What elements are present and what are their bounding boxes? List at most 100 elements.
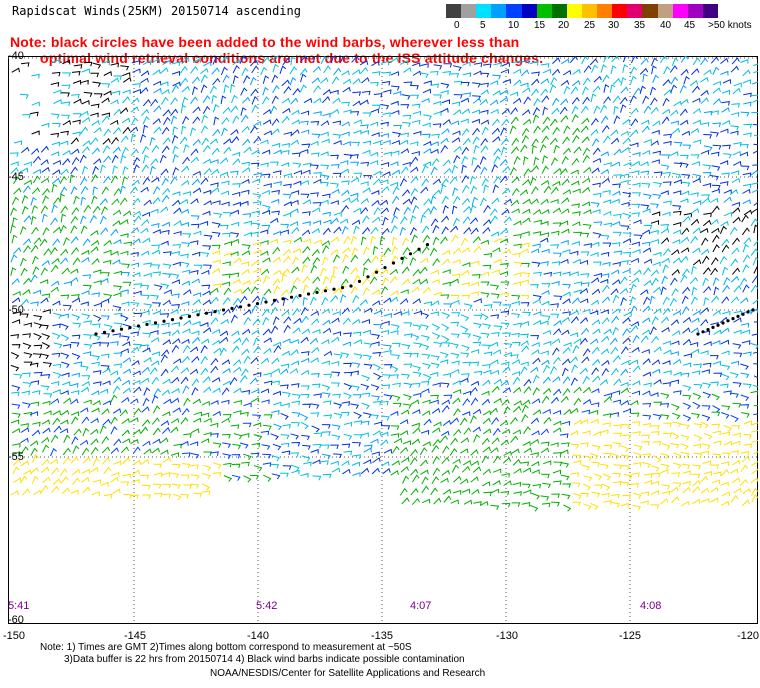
- wind-barb: [93, 126, 102, 134]
- wind-barb: [713, 286, 720, 296]
- wind-barb: [483, 253, 493, 258]
- wind-barb: [283, 86, 292, 94]
- wind-barb: [190, 198, 199, 205]
- wind-barb: [640, 57, 649, 65]
- wind-barb: [502, 187, 511, 195]
- wind-barb: [651, 57, 658, 66]
- wind-barb: [262, 316, 270, 326]
- wind-barb: [422, 161, 432, 166]
- wind-barb: [452, 380, 461, 385]
- wind-barb: [512, 482, 522, 487]
- wind-barb: [209, 422, 219, 428]
- wind-barb: [650, 239, 659, 244]
- wind-barb: [641, 441, 650, 446]
- wind-barb: [310, 357, 319, 363]
- wind-barb: [562, 136, 570, 145]
- wind-barb: [590, 299, 600, 306]
- wind-barb: [630, 107, 639, 115]
- time-label-1: 5:41: [8, 600, 30, 612]
- wind-barb: [733, 329, 742, 335]
- wind-barb: [143, 303, 153, 309]
- wind-barb: [480, 109, 489, 115]
- wind-barb: [332, 331, 342, 336]
- wind-barb: [340, 278, 349, 287]
- wind-barb: [541, 283, 551, 288]
- wind-barb: [623, 311, 632, 317]
- wind-barb: [522, 467, 532, 473]
- wind-barb: [61, 114, 70, 120]
- wind-barbs: [9, 56, 758, 512]
- wind-barb: [381, 461, 390, 467]
- wind-barb: [462, 460, 472, 466]
- wind-barb: [529, 60, 539, 66]
- wind-barb: [142, 332, 152, 338]
- wind-barb: [272, 246, 281, 255]
- wind-barb: [90, 428, 99, 435]
- wind-barb: [23, 215, 32, 223]
- wind-barb: [481, 437, 490, 446]
- wind-barb: [522, 118, 532, 125]
- wind-barb: [570, 169, 579, 175]
- wind-barb: [60, 140, 69, 146]
- wind-barb: [22, 342, 32, 350]
- wind-barb: [410, 352, 419, 358]
- wind-barb: [629, 95, 637, 104]
- wind-barb: [150, 337, 160, 343]
- wind-barb: [52, 363, 62, 369]
- wind-barb: [20, 437, 29, 444]
- wind-barb: [210, 287, 219, 294]
- wind-barb: [110, 250, 119, 256]
- wind-barb: [552, 57, 561, 64]
- wind-barb: [550, 442, 559, 447]
- wind-barb: [701, 498, 710, 504]
- wind-barb: [661, 275, 669, 285]
- wind-barb: [20, 460, 30, 467]
- wind-barb: [212, 387, 221, 394]
- wind-barb: [140, 70, 150, 77]
- wind-barb: [200, 345, 208, 354]
- wind-barb: [462, 411, 471, 416]
- wind-barb: [41, 333, 51, 340]
- wind-barb: [751, 182, 758, 185]
- wind-barb: [550, 76, 558, 86]
- wind-barb: [720, 128, 729, 134]
- wind-barb: [351, 56, 360, 63]
- wind-barb: [622, 434, 631, 440]
- wind-barb: [113, 312, 123, 318]
- wind-barb: [212, 442, 222, 448]
- wind-barb: [122, 368, 132, 374]
- wind-barb: [711, 188, 720, 194]
- wind-barb: [560, 462, 570, 468]
- wind-barb: [541, 125, 550, 133]
- wind-barb: [591, 64, 599, 73]
- wind-barb: [162, 299, 171, 306]
- wind-barb: [541, 95, 550, 103]
- wind-barb: [263, 474, 272, 482]
- wind-barb: [561, 58, 570, 65]
- wind-barb: [32, 353, 42, 359]
- wind-barb: [580, 442, 589, 447]
- wind-barb: [613, 115, 621, 124]
- wind-barb: [243, 355, 251, 364]
- wind-barb: [281, 309, 290, 317]
- wind-barb: [40, 353, 49, 360]
- wind-barb: [582, 154, 590, 163]
- wind-barb: [331, 76, 340, 85]
- wind-barb: [732, 432, 741, 438]
- wind-barb: [553, 427, 562, 433]
- wind-barb: [60, 130, 69, 136]
- wind-barb: [662, 264, 669, 273]
- wind-barb: [191, 378, 200, 387]
- wind-barb: [131, 97, 140, 105]
- wind-barb: [712, 80, 722, 86]
- wind-barb: [81, 256, 90, 263]
- wind-barb: [270, 433, 279, 441]
- wind-barb: [300, 336, 309, 344]
- wind-barb: [631, 203, 641, 209]
- wind-barb: [353, 172, 363, 178]
- wind-barb: [521, 414, 529, 423]
- wind-barb: [521, 127, 530, 136]
- wind-barb: [321, 308, 330, 314]
- wind-barb: [680, 162, 689, 169]
- wind-barb: [82, 427, 90, 437]
